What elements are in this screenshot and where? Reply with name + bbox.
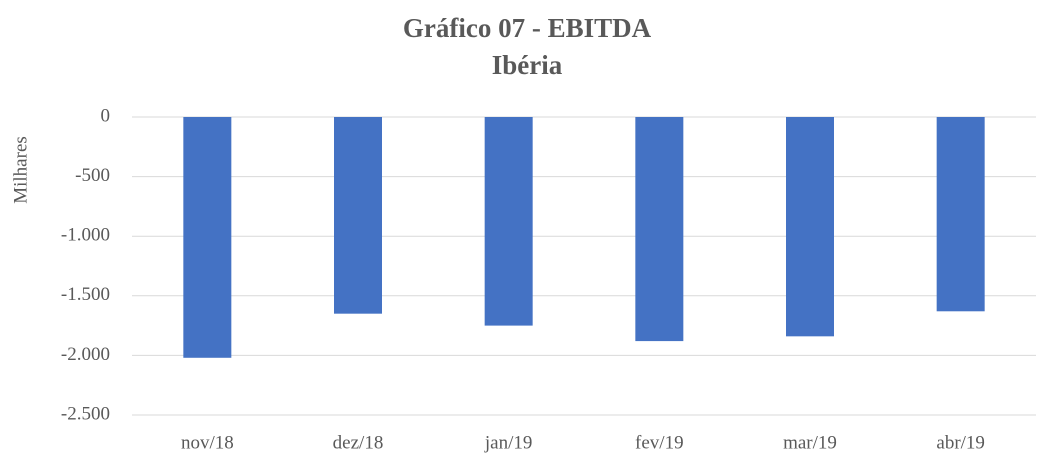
y-axis-label: Milhares	[10, 136, 31, 204]
x-tick-label: abr/19	[936, 432, 985, 453]
bar	[635, 117, 684, 342]
bar	[484, 117, 533, 326]
chart-subtitle: Ibéria	[492, 50, 563, 80]
y-tick-label: -2.500	[61, 403, 110, 424]
y-tick-label: -500	[75, 165, 110, 186]
x-tick-label: nov/18	[181, 432, 234, 453]
y-tick-label: -1.500	[61, 284, 110, 305]
bar	[936, 117, 985, 312]
bar	[786, 117, 834, 337]
y-tick-label: -1.000	[61, 225, 110, 246]
bar	[183, 117, 232, 358]
chart-title: Gráfico 07 - EBITDA	[403, 13, 652, 43]
bar	[334, 117, 382, 314]
x-tick-label: jan/19	[484, 432, 533, 453]
x-tick-label: dez/18	[333, 432, 384, 453]
x-tick-label: mar/19	[783, 432, 837, 453]
y-tick-label: -2.000	[61, 344, 110, 365]
x-tick-label: fev/19	[635, 432, 684, 453]
y-tick-label: 0	[101, 105, 111, 126]
